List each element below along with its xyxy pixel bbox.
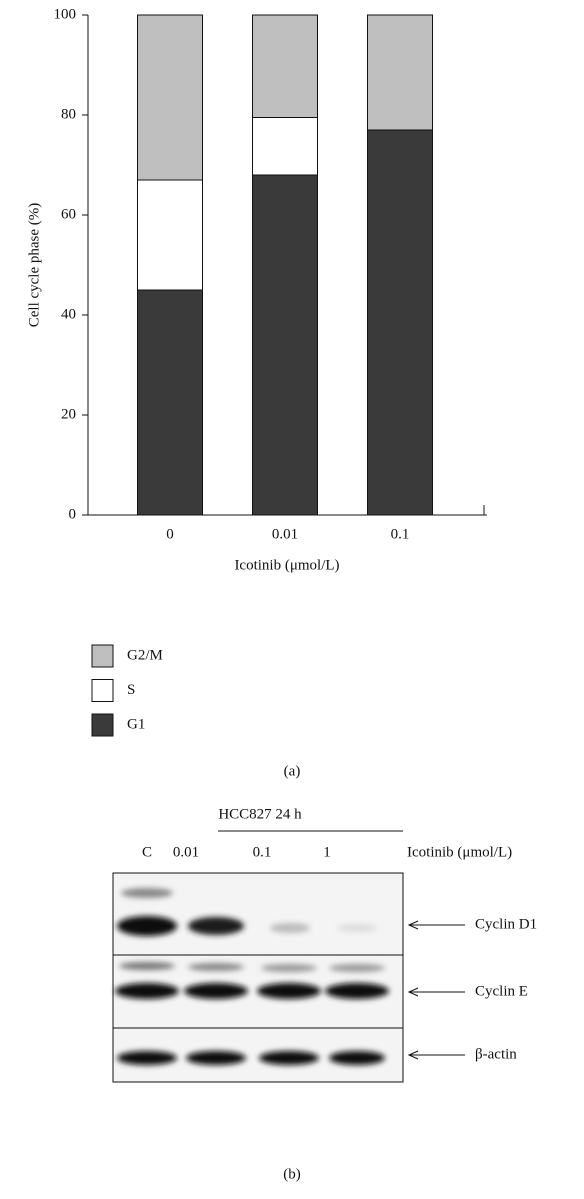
band (186, 1051, 246, 1065)
band-label: β-actin (475, 1046, 517, 1062)
band-label: Cyclin D1 (475, 916, 537, 932)
lane-label: C (142, 844, 152, 860)
bar-segment (138, 290, 203, 515)
band (261, 964, 317, 972)
band (121, 888, 173, 898)
x-axis-label: Icotinib (μmol/L) (234, 557, 339, 573)
panel-label: (b) (283, 1166, 301, 1182)
blot-frame (113, 873, 403, 1082)
lane-label: 1 (323, 844, 331, 860)
figure: Cell cycle phase (%) Icotinib (μmol/L) (… (0, 0, 584, 1199)
panel-label: (a) (284, 763, 301, 779)
bar-segment (253, 175, 318, 515)
band-label: Cyclin E (475, 983, 528, 999)
legend-label: S (127, 682, 135, 698)
bar-segment (138, 180, 203, 290)
band (188, 963, 244, 971)
y-tick-label: 40 (61, 306, 76, 322)
band (117, 1051, 177, 1065)
band (337, 924, 377, 932)
bar-segment (253, 15, 318, 118)
band (119, 962, 175, 970)
band (184, 983, 248, 999)
bar-segment (253, 118, 318, 176)
band (188, 917, 244, 935)
bar-segment (368, 130, 433, 515)
bar-segment (368, 15, 433, 130)
blot-title: HCC827 24 h (218, 806, 302, 822)
x-tick-label: 0.01 (272, 526, 298, 542)
band (115, 983, 179, 999)
y-tick-label: 80 (61, 106, 76, 122)
blot-treatment: Icotinib (μmol/L) (407, 844, 512, 860)
bar-segment (138, 15, 203, 180)
x-tick-label: 0.1 (391, 526, 410, 542)
y-tick-label: 0 (69, 506, 77, 522)
band (117, 916, 177, 936)
legend-swatch (92, 714, 113, 736)
band (257, 983, 321, 999)
lane-label: 0.01 (173, 844, 199, 860)
band (270, 923, 310, 933)
y-tick-label: 100 (54, 6, 77, 22)
lane-label: 0.1 (253, 844, 272, 860)
legend-label: G1 (127, 716, 145, 732)
legend-label: G2/M (127, 647, 163, 663)
x-tick-label: 0 (166, 526, 174, 542)
band (325, 983, 389, 999)
y-axis-label: Cell cycle phase (%) (26, 203, 42, 328)
band (329, 1051, 385, 1065)
legend-swatch (92, 680, 113, 702)
band (329, 964, 385, 972)
band (259, 1051, 319, 1065)
blot (113, 873, 403, 1082)
y-tick-label: 60 (61, 206, 76, 222)
legend-swatch (92, 645, 113, 667)
y-tick-label: 20 (61, 406, 76, 422)
